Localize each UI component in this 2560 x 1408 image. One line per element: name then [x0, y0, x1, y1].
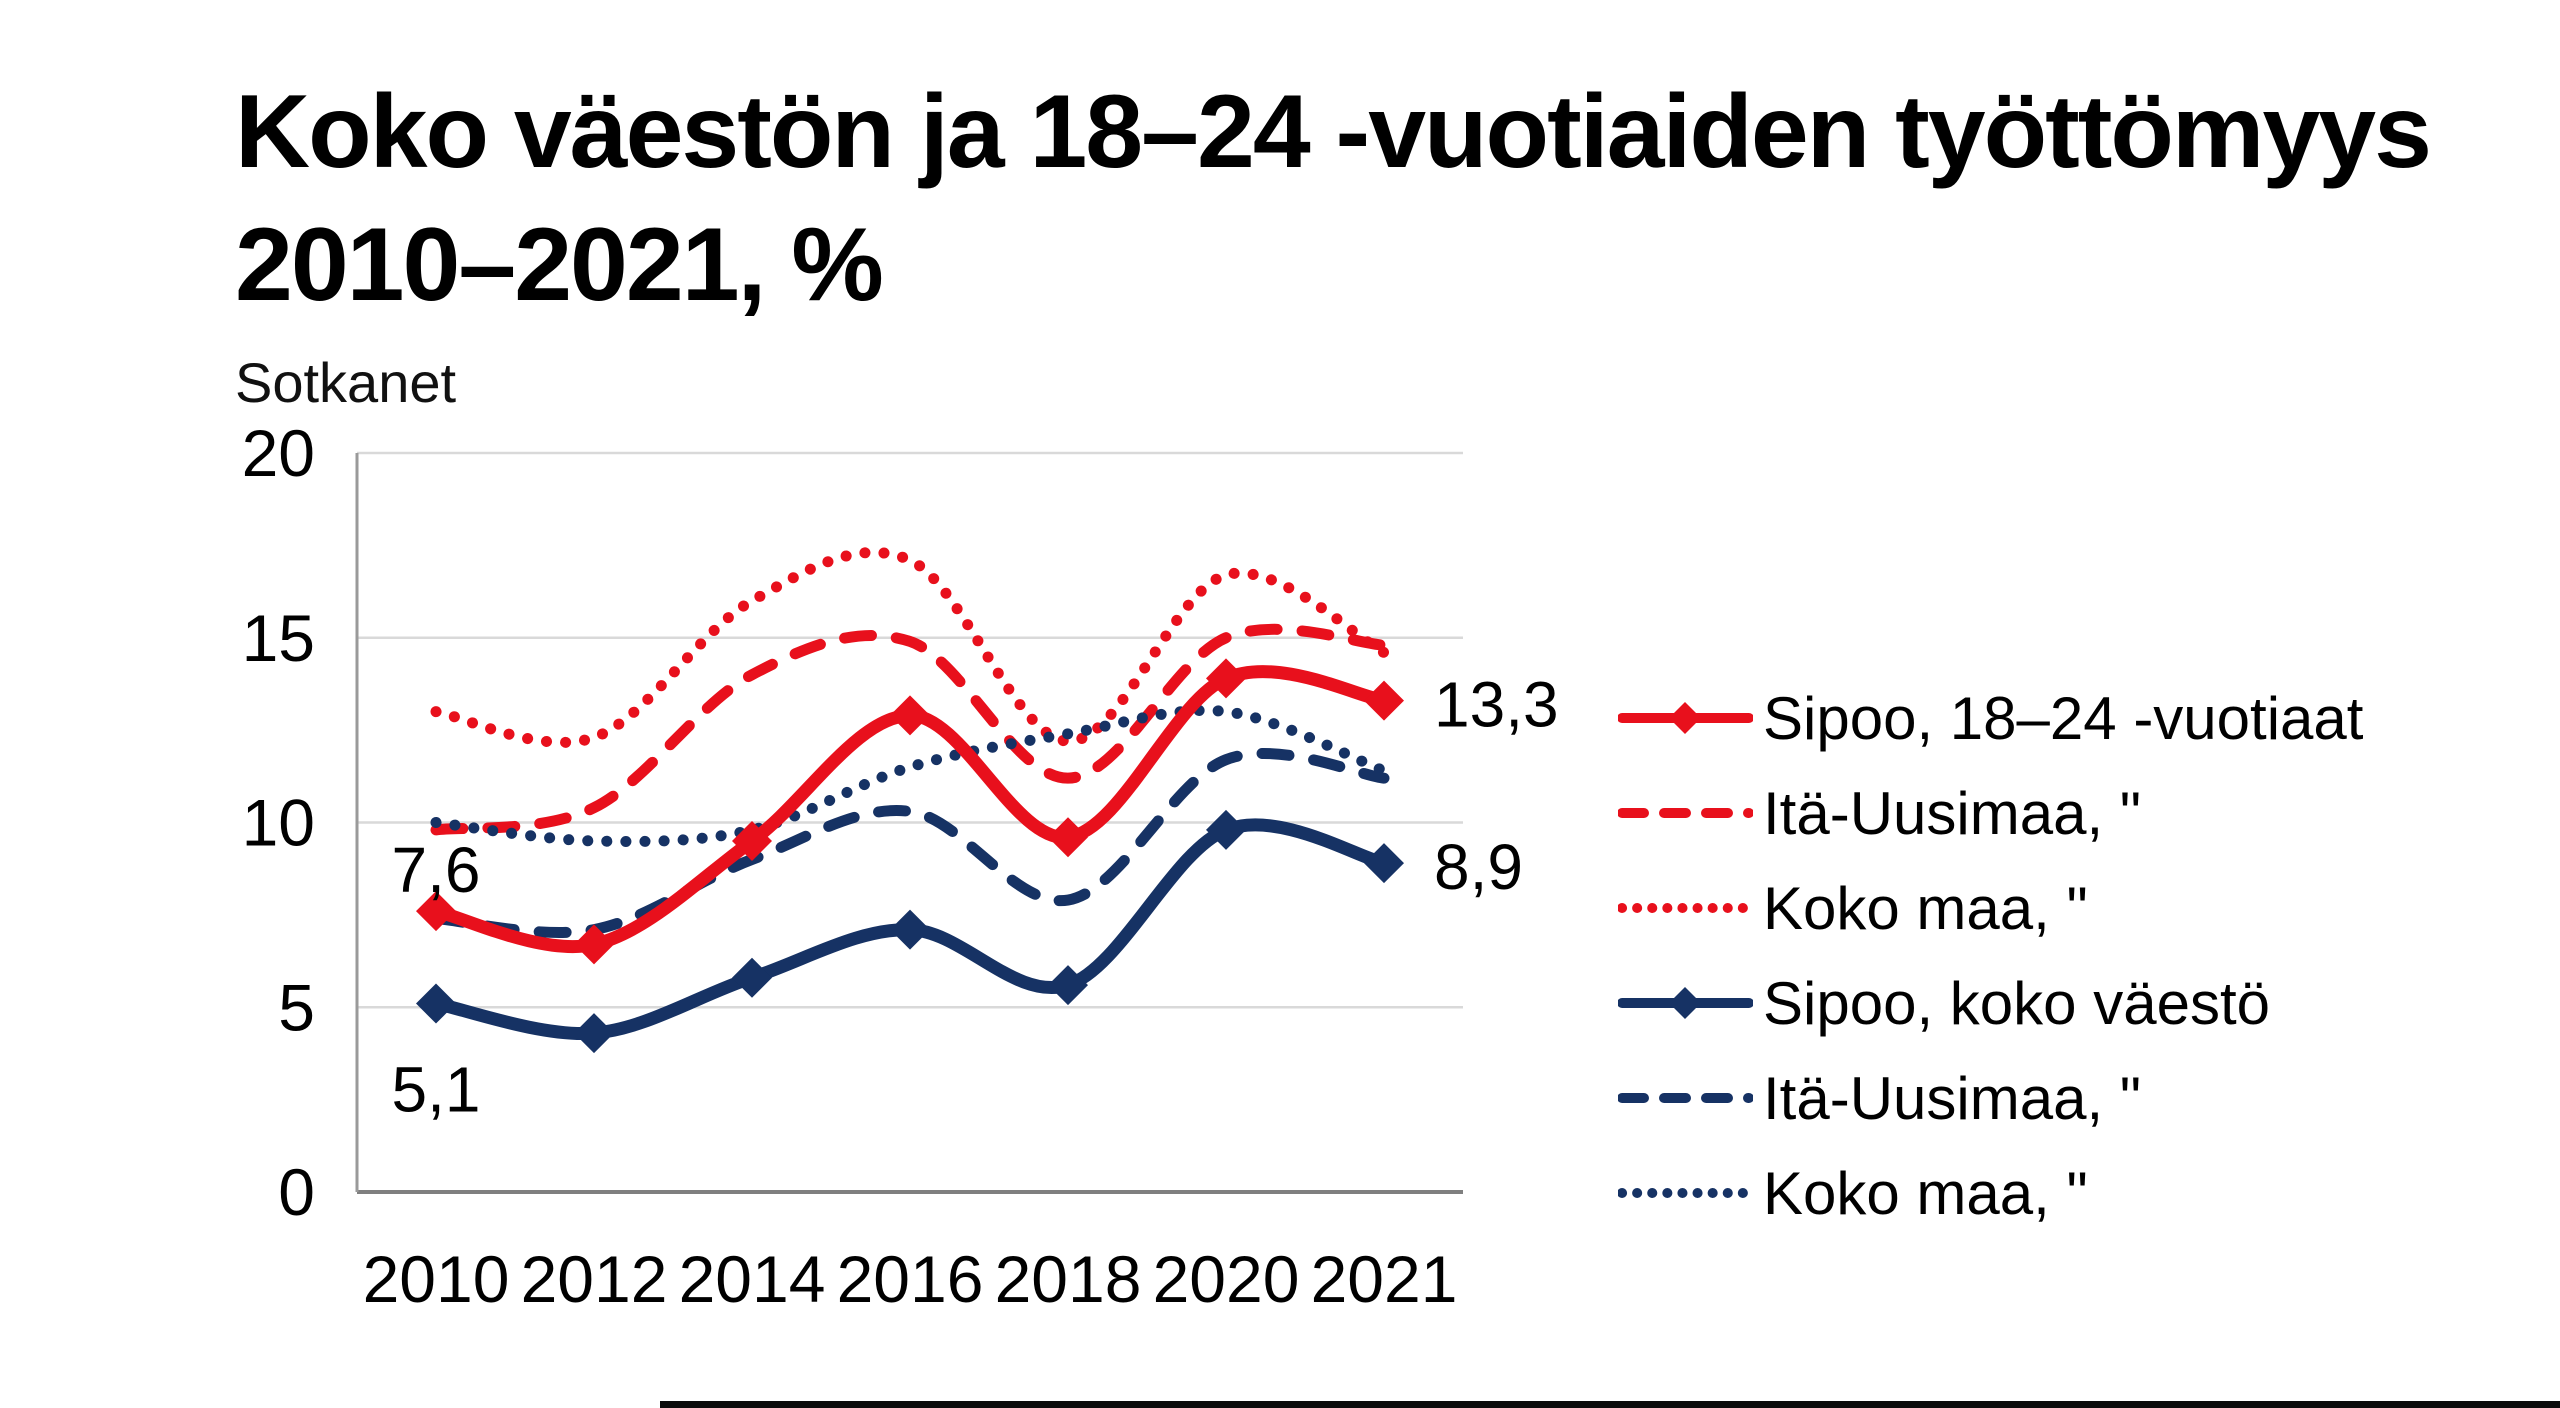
y-axis-tick-label: 15: [242, 601, 315, 675]
navy-dashed-line-icon: [1618, 1093, 1753, 1103]
series-line-2: [430, 546, 1390, 748]
red-dashed-line-icon: [1618, 808, 1753, 818]
y-axis-tick-label: 10: [242, 786, 315, 860]
series-3-diamond-marker: [1048, 965, 1088, 1006]
series-3-diamond-marker: [1364, 843, 1404, 884]
series-3-diamond-marker: [890, 909, 930, 950]
legend-item: Koko maa, ": [1618, 1160, 2363, 1227]
x-axis-tick-label: 2021: [1311, 1242, 1458, 1316]
legend-item: Sipoo, 18–24 -vuotiaat: [1618, 685, 2363, 752]
data-point-label: 13,3: [1434, 669, 1559, 741]
chart-title-line2: 2010–2021, %: [235, 207, 884, 324]
legend-item-label: Koko maa, ": [1763, 1159, 2088, 1227]
legend-item: Itä-Uusimaa, ": [1618, 780, 2363, 847]
series-line-4: [430, 747, 1390, 938]
navy-solid-diamond-line-icon: [1618, 987, 1753, 1019]
series-0-diamond-marker: [1206, 658, 1246, 699]
x-axis-tick-label: 2020: [1153, 1242, 1300, 1316]
chart-title-line1: Koko väestön ja 18–24 -vuotiaiden työttö…: [235, 74, 2432, 190]
series-0-diamond-marker: [890, 695, 930, 736]
legend-item: Itä-Uusimaa, ": [1618, 1065, 2363, 1132]
series-3-diamond-marker: [732, 957, 772, 998]
series-0-diamond-marker: [574, 924, 614, 965]
legend-item: Koko maa, ": [1618, 875, 2363, 942]
y-axis-tick-label: 20: [242, 416, 315, 490]
series-0-diamond-marker: [416, 891, 456, 932]
series-0-diamond-marker: [1048, 817, 1088, 858]
x-axis-tick-label: 2016: [837, 1242, 984, 1316]
x-axis-tick-label: 2014: [679, 1242, 826, 1316]
data-point-label: 7,6: [392, 834, 481, 906]
screenshot-bottom-edge-bar: [660, 1401, 2560, 1408]
data-point-label: 5,1: [392, 1054, 481, 1126]
x-axis-tick-label: 2012: [521, 1242, 668, 1316]
red-dotted-line-icon: [1618, 903, 1753, 913]
y-axis-tick-label: 5: [278, 970, 315, 1044]
series-line-1: [430, 623, 1390, 836]
series-3-diamond-marker: [1206, 809, 1246, 850]
x-axis-tick-label: 2018: [995, 1242, 1142, 1316]
chart-subtitle: Sotkanet: [235, 351, 457, 415]
legend-item-label: Sipoo, koko väestö: [1763, 969, 2270, 1037]
series-3-diamond-marker: [416, 983, 456, 1024]
legend-item: Sipoo, koko väestö: [1618, 970, 2363, 1037]
y-axis-tick-label: 0: [278, 1155, 315, 1229]
red-solid-diamond-line-icon: [1618, 702, 1753, 734]
navy-dotted-line-icon: [1618, 1188, 1753, 1198]
legend-item-label: Koko maa, ": [1763, 874, 2088, 942]
series-3-diamond-marker: [574, 1013, 614, 1054]
series-0-diamond-marker: [732, 820, 772, 861]
chart-header: Koko väestön ja 18–24 -vuotiaiden työttö…: [235, 66, 2432, 415]
series-0-diamond-marker: [1364, 680, 1404, 721]
legend-item-label: Itä-Uusimaa, ": [1763, 1064, 2142, 1132]
data-point-label: 8,9: [1434, 831, 1523, 903]
chart-legend: Sipoo, 18–24 -vuotiaat Itä-Uusimaa, " Ko…: [1618, 685, 2363, 1260]
legend-item-label: Itä-Uusimaa, ": [1763, 779, 2142, 847]
legend-item-label: Sipoo, 18–24 -vuotiaat: [1763, 684, 2364, 752]
x-axis-tick-label: 2010: [363, 1242, 510, 1316]
